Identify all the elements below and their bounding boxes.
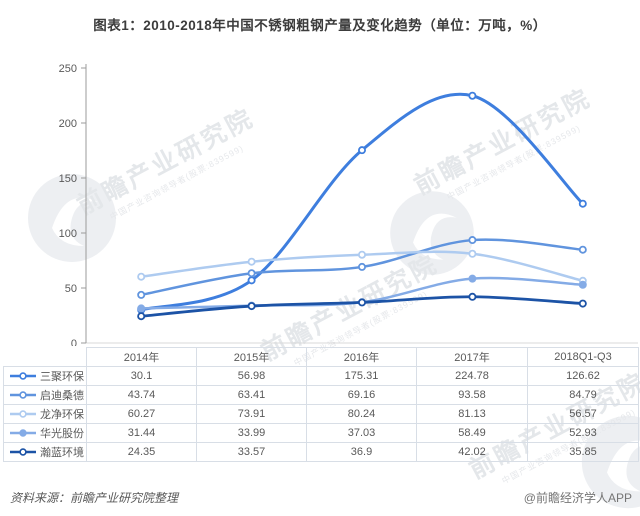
value-cell: 56.98 (196, 366, 307, 386)
legend-marker-icon (10, 391, 36, 399)
series-name: 华光股份 (40, 428, 84, 440)
series-name: 瀚蓝环境 (40, 447, 84, 459)
table-row: 瀚蓝环境 24.35 33.57 36.9 42.02 35.85 (3, 442, 639, 462)
y-tick-label: 100 (59, 228, 77, 240)
data-point-marker (468, 249, 477, 258)
data-point-marker (468, 274, 477, 283)
data-point-marker (247, 269, 256, 278)
value-cell: 126.62 (527, 366, 639, 386)
value-cell: 224.78 (416, 366, 528, 386)
series-name: 三聚环保 (40, 371, 84, 383)
value-cell: 42.02 (416, 442, 528, 462)
table-row: 龙净环保 60.27 73.91 80.24 81.13 56.57 (3, 404, 639, 424)
table-row: 三聚环保 30.1 56.98 175.31 224.78 126.62 (3, 366, 639, 386)
data-point-marker (357, 250, 366, 259)
y-tick-label: 0 (71, 338, 77, 346)
value-cell: 35.85 (527, 442, 639, 462)
data-point-marker (578, 199, 587, 208)
data-point-marker (247, 302, 256, 311)
data-point-marker (468, 236, 477, 245)
data-point-marker (137, 312, 146, 321)
legend-cell: 华光股份 (3, 423, 87, 443)
data-table: 2014年 2015年 2016年 2017年 2018Q1-Q3 三聚环保 30.1 56… (3, 347, 639, 462)
data-point-marker (137, 290, 146, 299)
data-point-marker (357, 298, 366, 307)
legend-cell: 启迪桑德 (3, 385, 87, 405)
value-cell: 33.99 (196, 423, 307, 443)
legend-cell: 瀚蓝环境 (3, 442, 87, 462)
value-cell: 52.93 (527, 423, 639, 443)
value-cell: 175.31 (306, 366, 417, 386)
data-point-marker (137, 304, 146, 313)
source-note: 资料来源：前瞻产业研究院整理 (10, 491, 179, 505)
value-cell: 69.16 (306, 385, 417, 405)
y-tick-label: 200 (59, 118, 77, 130)
y-tick-label: 250 (59, 63, 77, 75)
legend-marker-icon (10, 429, 36, 437)
credit-note: @前瞻经济学人APP (523, 491, 632, 505)
table-body: 三聚环保 30.1 56.98 175.31 224.78 126.62 启迪桑德 43.74… (3, 366, 639, 462)
value-cell: 80.24 (306, 404, 417, 424)
table-row: 华光股份 31.44 33.99 37.03 58.49 52.93 (3, 423, 639, 443)
data-point-marker (468, 292, 477, 301)
y-tick-label: 150 (59, 173, 77, 185)
column-header: 2017年 (416, 347, 528, 367)
data-point-marker (137, 272, 146, 281)
value-cell: 93.58 (416, 385, 528, 405)
legend-cell: 三聚环保 (3, 366, 87, 386)
data-point-marker (247, 257, 256, 266)
legend-marker-icon (10, 410, 36, 418)
table-row: 启迪桑德 43.74 63.41 69.16 93.58 84.79 (3, 385, 639, 405)
data-point-marker (578, 280, 587, 289)
value-cell: 30.1 (86, 366, 197, 386)
table-header: 2014年 2015年 2016年 2017年 2018Q1-Q3 (4, 347, 639, 367)
value-cell: 24.35 (86, 442, 197, 462)
value-cell: 81.13 (416, 404, 528, 424)
legend-marker-icon (10, 448, 36, 456)
data-point-marker (357, 146, 366, 155)
line-chart: 0 50 100 150 200 250 (59, 63, 638, 346)
corner-cell (4, 348, 87, 367)
y-tick-label: 50 (65, 283, 77, 295)
page-title: 图表1：2010-2018年中国不锈钢粗钢产量及变化趋势（单位：万吨，%） (93, 18, 547, 33)
value-cell: 56.57 (527, 404, 639, 424)
column-header: 2014年 (86, 347, 197, 367)
data-point-marker (578, 245, 587, 254)
legend-cell: 龙净环保 (3, 404, 87, 424)
value-cell: 84.79 (527, 385, 639, 405)
value-cell: 63.41 (196, 385, 307, 405)
value-cell: 31.44 (86, 423, 197, 443)
column-header: 2015年 (196, 347, 307, 367)
column-header: 2016年 (306, 347, 417, 367)
value-cell: 73.91 (196, 404, 307, 424)
series-name: 龙净环保 (40, 409, 84, 421)
value-cell: 37.03 (306, 423, 417, 443)
data-point-marker (357, 262, 366, 271)
data-point-marker (578, 299, 587, 308)
data-point-marker (468, 91, 477, 100)
table-header-row: 2014年 2015年 2016年 2017年 2018Q1-Q3 (4, 347, 639, 367)
data-point-marker (247, 276, 256, 285)
value-cell: 58.49 (416, 423, 528, 443)
value-cell: 33.57 (196, 442, 307, 462)
series-name: 启迪桑德 (40, 390, 84, 402)
value-cell: 43.74 (86, 385, 197, 405)
value-cell: 36.9 (306, 442, 417, 462)
value-cell: 60.27 (86, 404, 197, 424)
series-line (139, 92, 585, 312)
column-header: 2018Q1-Q3 (527, 347, 639, 367)
legend-marker-icon (10, 372, 36, 380)
